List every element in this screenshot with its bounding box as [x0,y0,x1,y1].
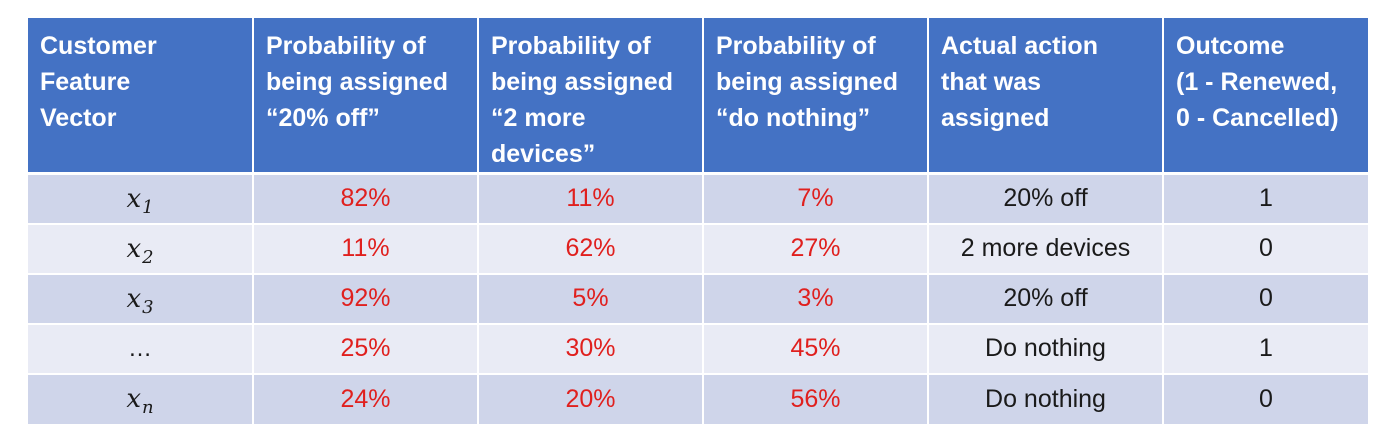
vector-symbol: x [126,233,142,264]
table-row: x3 92% 5% 3% 20% off 0 [28,272,1368,324]
vector-subscript: 3 [142,296,154,318]
vector-subscript: 1 [142,196,154,218]
outcome-cell: 1 [1163,322,1368,374]
vector-subscript: n [142,397,154,418]
prob-do-nothing-cell: 3% [703,272,929,324]
header-prob-2-more-devices: Probability of being assigned “2 more de… [478,18,704,175]
outcome-cell: 0 [1163,222,1368,274]
header-actual-action: Actual action that was assigned [928,18,1164,175]
prob-do-nothing-cell: 45% [703,322,929,374]
header-prob-do-nothing: Probability of being assigned “do nothin… [703,18,929,175]
vector-symbol: x [126,183,142,214]
assignment-outcome-table: Customer Feature Vector Probability of b… [28,18,1368,424]
vector-symbol: x [126,384,142,414]
actual-action-cell: Do nothing [928,322,1164,374]
table-row: xn 24% 20% 56% Do nothing 0 [28,372,1368,424]
prob-2-more-devices-cell: 5% [478,272,704,324]
feature-vector-cell: x3 [28,272,254,324]
feature-vector-cell: … [28,322,254,374]
prob-do-nothing-cell: 56% [703,372,929,424]
vector-subscript: 2 [142,246,154,268]
actual-action-cell: 2 more devices [928,222,1164,274]
table-container: Customer Feature Vector Probability of b… [28,18,1368,424]
table-header: Customer Feature Vector Probability of b… [28,18,1368,175]
prob-20-off-cell: 92% [253,272,479,324]
header-row: Customer Feature Vector Probability of b… [28,18,1368,175]
feature-vector-cell: xn [28,372,254,424]
prob-do-nothing-cell: 7% [703,172,929,224]
table-row: … 25% 30% 45% Do nothing 1 [28,322,1368,374]
outcome-cell: 1 [1163,172,1368,224]
prob-20-off-cell: 82% [253,172,479,224]
feature-vector-cell: x1 [28,172,254,224]
table-row: x1 82% 11% 7% 20% off 1 [28,172,1368,224]
outcome-cell: 0 [1163,272,1368,324]
prob-2-more-devices-cell: 30% [478,322,704,374]
prob-do-nothing-cell: 27% [703,222,929,274]
actual-action-cell: Do nothing [928,372,1164,424]
table-body: x1 82% 11% 7% 20% off 1 x2 11% 62% 27% 2… [28,172,1368,424]
prob-2-more-devices-cell: 11% [478,172,704,224]
vector-symbol: x [126,283,142,314]
actual-action-cell: 20% off [928,272,1164,324]
prob-20-off-cell: 11% [253,222,479,274]
prob-20-off-cell: 25% [253,322,479,374]
prob-20-off-cell: 24% [253,372,479,424]
actual-action-cell: 20% off [928,172,1164,224]
feature-vector-cell: x2 [28,222,254,274]
outcome-cell: 0 [1163,372,1368,424]
header-outcome: Outcome (1 - Renewed, 0 - Cancelled) [1163,18,1368,175]
header-prob-20-off: Probability of being assigned “20% off” [253,18,479,175]
prob-2-more-devices-cell: 62% [478,222,704,274]
vector-ellipsis: … [128,334,152,362]
prob-2-more-devices-cell: 20% [478,372,704,424]
table-row: x2 11% 62% 27% 2 more devices 0 [28,222,1368,274]
header-feature-vector: Customer Feature Vector [28,18,254,175]
